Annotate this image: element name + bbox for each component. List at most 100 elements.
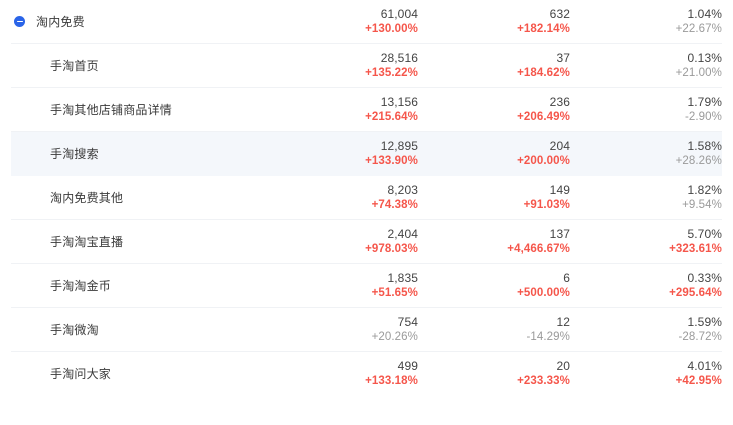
metric-delta: +28.26% (675, 155, 722, 167)
metric-value: 236 (549, 95, 570, 109)
metric-value: 632 (549, 7, 570, 21)
table-row[interactable]: 手淘淘金币 1,835 +51.65% 6 +500.00% 0.33% +295.64% (11, 264, 722, 308)
metric-cell: 1.04% +22.67% (570, 6, 722, 37)
metric-delta: +130.00% (365, 23, 418, 35)
metric-cell: 236 +206.49% (418, 94, 570, 125)
metric-value: 61,004 (380, 7, 418, 21)
metric-value: 1.04% (687, 7, 722, 21)
row-name-cell: 手淘搜索 (11, 145, 266, 162)
metric-cell: 1.82% +9.54% (570, 182, 722, 213)
metric-value: 204 (549, 139, 570, 153)
row-name-cell: 手淘淘宝直播 (11, 233, 266, 250)
table-row[interactable]: 手淘淘宝直播 2,404 +978.03% 137 +4,466.67% 5.70% +32… (11, 220, 722, 264)
row-name-cell: 手淘问大家 (11, 365, 266, 382)
table-row[interactable]: 淘内免费其他 8,203 +74.38% 149 +91.03% 1.82% +9.54% (11, 176, 722, 220)
metric-value: 12 (556, 315, 570, 329)
table-row[interactable]: 手淘首页 28,516 +135.22% 37 +184.62% 0.13% +21.00% (11, 44, 722, 88)
metric-value: 1.59% (687, 315, 722, 329)
metric-delta: +9.54% (682, 199, 722, 211)
metric-value: 6 (563, 271, 570, 285)
metric-delta: +74.38% (371, 199, 418, 211)
metric-delta: +133.90% (365, 155, 418, 167)
metric-delta: +978.03% (365, 243, 418, 255)
row-label: 手淘问大家 (50, 367, 112, 381)
metric-value: 1.82% (687, 183, 722, 197)
row-label: 手淘其他店铺商品详情 (50, 103, 173, 117)
row-label: 淘内免费 (36, 15, 85, 29)
metric-delta: +21.00% (675, 67, 722, 79)
metric-value: 0.33% (687, 271, 722, 285)
metric-delta: +200.00% (517, 155, 570, 167)
metric-value: 12,895 (380, 139, 418, 153)
metric-value: 499 (397, 359, 418, 373)
metric-value: 20 (556, 359, 570, 373)
metric-cell: 754 +20.26% (266, 314, 418, 345)
metric-delta: +4,466.67% (507, 243, 570, 255)
metric-cell: 0.33% +295.64% (570, 270, 722, 301)
metric-value: 1.58% (687, 139, 722, 153)
metric-value: 754 (397, 315, 418, 329)
row-name-cell: 淘内免费其他 (11, 189, 266, 206)
metric-delta: +135.22% (365, 67, 418, 79)
metric-cell: 37 +184.62% (418, 50, 570, 81)
metric-cell: 204 +200.00% (418, 138, 570, 169)
metric-delta: +500.00% (517, 287, 570, 299)
metric-delta: +184.62% (517, 67, 570, 79)
metric-delta: +133.18% (365, 375, 418, 387)
metric-value: 2,404 (387, 227, 418, 241)
metric-delta: +22.67% (675, 23, 722, 35)
table-row[interactable]: 淘内免费 61,004 +130.00% 632 +182.14% 1.04% +22.67… (11, 0, 722, 44)
metric-value: 13,156 (380, 95, 418, 109)
metric-cell: 13,156 +215.64% (266, 94, 418, 125)
metric-cell: 6 +500.00% (418, 270, 570, 301)
row-label: 手淘微淘 (50, 323, 99, 337)
row-label: 淘内免费其他 (50, 191, 124, 205)
row-name-cell: 手淘微淘 (11, 321, 266, 338)
row-label: 手淘淘金币 (50, 279, 112, 293)
metric-value: 1,835 (387, 271, 418, 285)
metric-value: 37 (556, 51, 570, 65)
table-row[interactable]: 手淘搜索 12,895 +133.90% 204 +200.00% 1.58% +28.26… (11, 132, 722, 176)
row-name-cell: 手淘首页 (11, 57, 266, 74)
metric-cell: 499 +133.18% (266, 358, 418, 389)
metric-delta: +206.49% (517, 111, 570, 123)
metric-cell: 1.79% -2.90% (570, 94, 722, 125)
metric-cell: 1,835 +51.65% (266, 270, 418, 301)
row-name-cell: 手淘其他店铺商品详情 (11, 101, 266, 118)
metric-value: 137 (549, 227, 570, 241)
metric-delta: +20.26% (371, 331, 418, 343)
metric-value: 8,203 (387, 183, 418, 197)
table-row[interactable]: 手淘微淘 754 +20.26% 12 -14.29% 1.59% -28.72% (11, 308, 722, 352)
metric-cell: 137 +4,466.67% (418, 226, 570, 257)
table-row[interactable]: 手淘其他店铺商品详情 13,156 +215.64% 236 +206.49% 1.79%… (11, 88, 722, 132)
metric-cell: 12,895 +133.90% (266, 138, 418, 169)
metric-value: 4.01% (687, 359, 722, 373)
row-label: 手淘首页 (50, 59, 99, 73)
metric-delta: -14.29% (526, 331, 570, 343)
metric-value: 1.79% (687, 95, 722, 109)
metric-cell: 61,004 +130.00% (266, 6, 418, 37)
metric-cell: 4.01% +42.95% (570, 358, 722, 389)
row-label: 手淘淘宝直播 (50, 235, 124, 249)
metric-cell: 8,203 +74.38% (266, 182, 418, 213)
metric-delta: +323.61% (669, 243, 722, 255)
metric-cell: 28,516 +135.22% (266, 50, 418, 81)
metric-delta: -2.90% (684, 111, 722, 123)
table-row[interactable]: 手淘问大家 499 +133.18% 20 +233.33% 4.01% +42.95% (11, 352, 722, 396)
metric-delta: +182.14% (517, 23, 570, 35)
metric-delta: +51.65% (371, 287, 418, 299)
metric-cell: 1.59% -28.72% (570, 314, 722, 345)
metric-cell: 12 -14.29% (418, 314, 570, 345)
metric-delta: +295.64% (669, 287, 722, 299)
metric-value: 149 (549, 183, 570, 197)
row-name-cell: 淘内免费 (11, 13, 266, 30)
metric-value: 28,516 (380, 51, 418, 65)
row-label: 手淘搜索 (50, 147, 99, 161)
collapse-circle-icon[interactable] (14, 16, 25, 27)
metric-delta: +233.33% (517, 375, 570, 387)
metric-value: 5.70% (687, 227, 722, 241)
metric-delta: +215.64% (365, 111, 418, 123)
metric-cell: 149 +91.03% (418, 182, 570, 213)
row-name-cell: 手淘淘金币 (11, 277, 266, 294)
